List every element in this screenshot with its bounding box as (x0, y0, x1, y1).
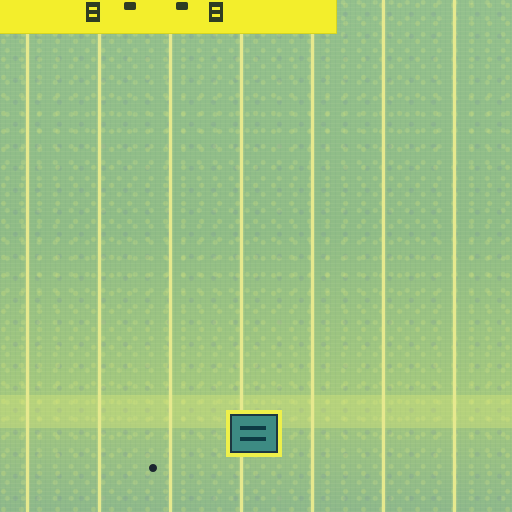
lane-line-5 (311, 0, 314, 512)
post-icon (207, 0, 225, 24)
spot-icon (149, 464, 157, 472)
lane-line-1 (26, 0, 29, 512)
item-icon[interactable] (226, 410, 282, 457)
lane-line-2 (98, 0, 101, 512)
item-bar-bottom (240, 437, 266, 441)
post-icon (124, 2, 136, 10)
lane-line-6 (382, 0, 385, 512)
lane-line-7 (453, 0, 456, 512)
post-icon (176, 2, 188, 10)
item-body (230, 414, 278, 453)
post-icon (84, 0, 102, 24)
top-bar (0, 0, 337, 34)
item-bar-top (240, 426, 266, 430)
lane-line-3 (169, 0, 172, 512)
lane-line-4 (240, 0, 243, 512)
